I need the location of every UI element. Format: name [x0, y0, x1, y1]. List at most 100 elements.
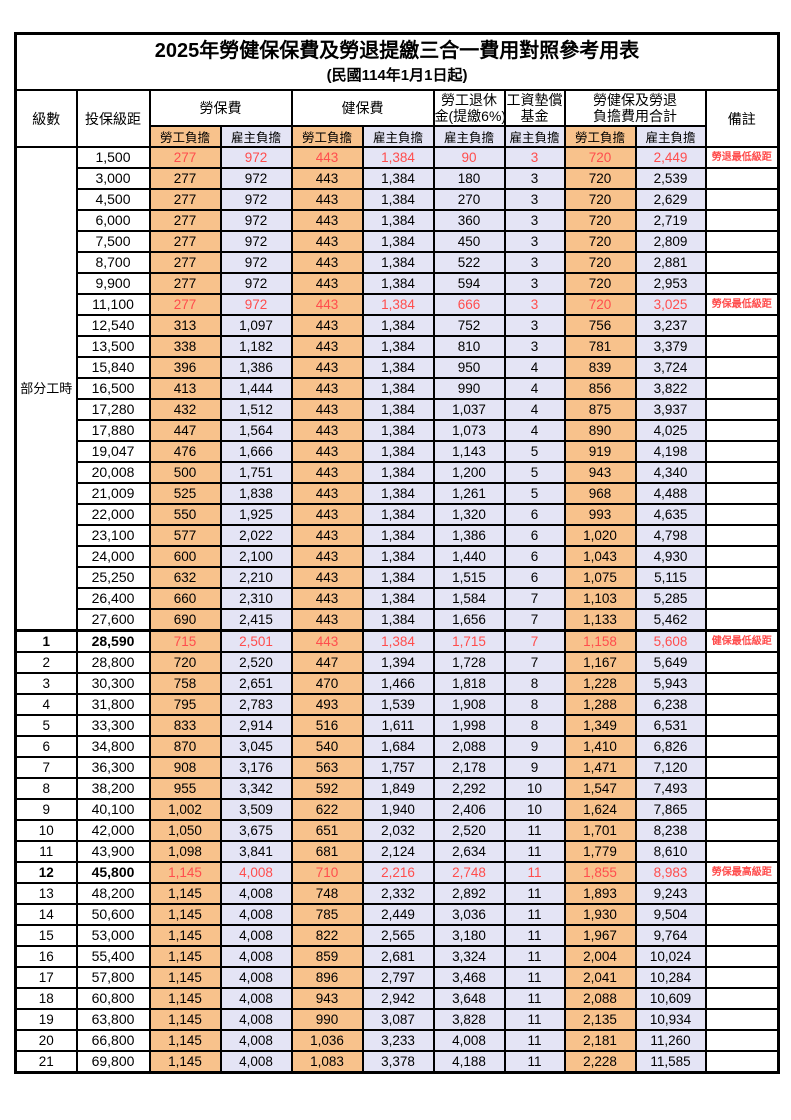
- col-header-bracket: 投保級距: [75, 89, 151, 148]
- table-row: 25,250 632 2,210 443 1,384 1,515 6 1,075 5,115: [16, 566, 780, 589]
- remark-cell: [704, 251, 780, 274]
- health-employee-cell: 443: [290, 188, 364, 211]
- pension-employer-cell: 666: [432, 293, 506, 316]
- pension-employer-cell: 1,200: [432, 461, 506, 484]
- total-employer-cell: 8,238: [634, 819, 707, 842]
- bracket-cell: 69,800: [75, 1050, 151, 1074]
- pension-employer-cell: 3,180: [432, 924, 506, 947]
- total-employer-cell: 7,865: [634, 798, 707, 821]
- remark-cell: [704, 482, 780, 505]
- health-employer-cell: 1,757: [361, 756, 435, 779]
- remark-cell: [704, 503, 780, 526]
- labor-employer-cell: 3,045: [219, 735, 293, 758]
- health-employer-cell: 1,384: [361, 419, 435, 442]
- labor-employee-cell: 632: [148, 566, 222, 589]
- fee-table: 2025年勞健保保費及勞退提繳三合一費用對照參考用表 (民國114年1月1日起)…: [14, 32, 781, 1074]
- total-employee-cell: 1,624: [563, 798, 637, 821]
- labor-employee-cell: 720: [148, 651, 222, 674]
- total-employer-cell: 4,635: [634, 503, 707, 526]
- health-employee-cell: 443: [290, 209, 364, 232]
- table-row: 18 60,800 1,145 4,008 943 2,942 3,648 11 2,088 10…: [14, 987, 780, 1010]
- pension-employer-cell: 270: [432, 188, 506, 211]
- bracket-cell: 21,009: [75, 482, 151, 505]
- health-employee-cell: 443: [290, 146, 364, 169]
- subheader-total-employee: 勞工負擔: [563, 125, 637, 148]
- level-cell: 12: [14, 861, 78, 884]
- total-employer-cell: 4,798: [634, 524, 707, 547]
- total-employee-cell: 856: [563, 377, 637, 400]
- health-employee-cell: 443: [290, 293, 364, 316]
- bracket-cell: 60,800: [75, 987, 151, 1010]
- labor-employer-cell: 3,841: [219, 840, 293, 863]
- labor-employer-cell: 2,651: [219, 672, 293, 695]
- total-employee-cell: 720: [563, 167, 637, 190]
- remark-cell: [704, 377, 780, 400]
- labor-employee-cell: 1,145: [148, 1008, 222, 1031]
- health-employee-cell: 443: [290, 482, 364, 505]
- col-header-wage-fund-line1: 工資墊償: [506, 92, 563, 108]
- total-employer-cell: 5,462: [634, 608, 707, 632]
- col-header-pension: 勞工退休 金(提繳6%): [432, 89, 506, 127]
- labor-employee-cell: 577: [148, 524, 222, 547]
- labor-employee-cell: 277: [148, 188, 222, 211]
- bracket-cell: 12,540: [75, 314, 151, 337]
- remark-cell: [704, 945, 780, 968]
- labor-employer-cell: 4,008: [219, 1008, 293, 1031]
- table-row: 16,500 413 1,444 443 1,384 990 4 856 3,822: [16, 377, 780, 400]
- labor-employee-cell: 1,145: [148, 987, 222, 1010]
- fund-employer-cell: 8: [503, 693, 566, 716]
- health-employer-cell: 1,384: [361, 209, 435, 232]
- health-employee-cell: 710: [290, 861, 364, 884]
- fund-employer-cell: 3: [503, 188, 566, 211]
- health-employee-cell: 622: [290, 798, 364, 821]
- labor-employee-cell: 1,145: [148, 861, 222, 884]
- labor-employee-cell: 758: [148, 672, 222, 695]
- labor-employee-cell: 476: [148, 440, 222, 463]
- total-employee-cell: 1,893: [563, 882, 637, 905]
- total-employer-cell: 3,025: [634, 293, 707, 316]
- table-row: 16 55,400 1,145 4,008 859 2,681 3,324 11 2,004 10…: [14, 945, 780, 968]
- table-row: 8,700 277 972 443 1,384 522 3 720 2,881: [16, 251, 780, 274]
- subheader-total-employer: 雇主負擔: [634, 125, 707, 148]
- total-employee-cell: 720: [563, 188, 637, 211]
- fund-employer-cell: 3: [503, 209, 566, 232]
- total-employee-cell: 1,701: [563, 819, 637, 842]
- labor-employer-cell: 1,097: [219, 314, 293, 337]
- health-employee-cell: 943: [290, 987, 364, 1010]
- total-employer-cell: 6,531: [634, 714, 707, 737]
- health-employee-cell: 1,036: [290, 1029, 364, 1052]
- remark-cell: 勞保最低級距: [704, 293, 780, 316]
- health-employee-cell: 443: [290, 503, 364, 526]
- col-header-labor-insurance: 勞保費: [148, 89, 293, 127]
- level-cell: 15: [14, 924, 78, 947]
- total-employee-cell: 1,133: [563, 608, 637, 632]
- pension-employer-cell: 1,728: [432, 651, 506, 674]
- col-header-total-line2: 負擔費用合計: [593, 108, 677, 124]
- fund-employer-cell: 3: [503, 293, 566, 316]
- labor-employee-cell: 1,145: [148, 924, 222, 947]
- sheet: 2025年勞健保保費及勞退提繳三合一費用對照參考用表 (民國114年1月1日起)…: [14, 32, 781, 1074]
- table-row: 19,047 476 1,666 443 1,384 1,143 5 919 4,198: [16, 440, 780, 463]
- fund-employer-cell: 6: [503, 524, 566, 547]
- table-row: 24,000 600 2,100 443 1,384 1,440 6 1,043 4,930: [16, 545, 780, 568]
- health-employee-cell: 681: [290, 840, 364, 863]
- pension-employer-cell: 1,998: [432, 714, 506, 737]
- table-row: 7 36,300 908 3,176 563 1,757 2,178 9 1,471 7,120: [14, 756, 780, 779]
- health-employee-cell: 443: [290, 335, 364, 358]
- labor-employer-cell: 972: [219, 272, 293, 295]
- remark-cell: [704, 840, 780, 863]
- level-cell: 7: [14, 756, 78, 779]
- table-row: 11,100 277 972 443 1,384 666 3 720 3,025 勞保最低級距: [16, 293, 780, 316]
- table-row: 17,280 432 1,512 443 1,384 1,037 4 875 3,937: [16, 398, 780, 421]
- labor-employee-cell: 338: [148, 335, 222, 358]
- pension-employer-cell: 3,324: [432, 945, 506, 968]
- bracket-cell: 40,100: [75, 798, 151, 821]
- col-header-remark: 備註: [704, 89, 780, 148]
- bracket-cell: 11,100: [75, 293, 151, 316]
- health-employee-cell: 822: [290, 924, 364, 947]
- labor-employee-cell: 1,145: [148, 1029, 222, 1052]
- remark-cell: 勞保最高級距: [704, 861, 780, 884]
- labor-employer-cell: 2,022: [219, 524, 293, 547]
- pension-employer-cell: 450: [432, 230, 506, 253]
- remark-cell: [704, 1050, 780, 1074]
